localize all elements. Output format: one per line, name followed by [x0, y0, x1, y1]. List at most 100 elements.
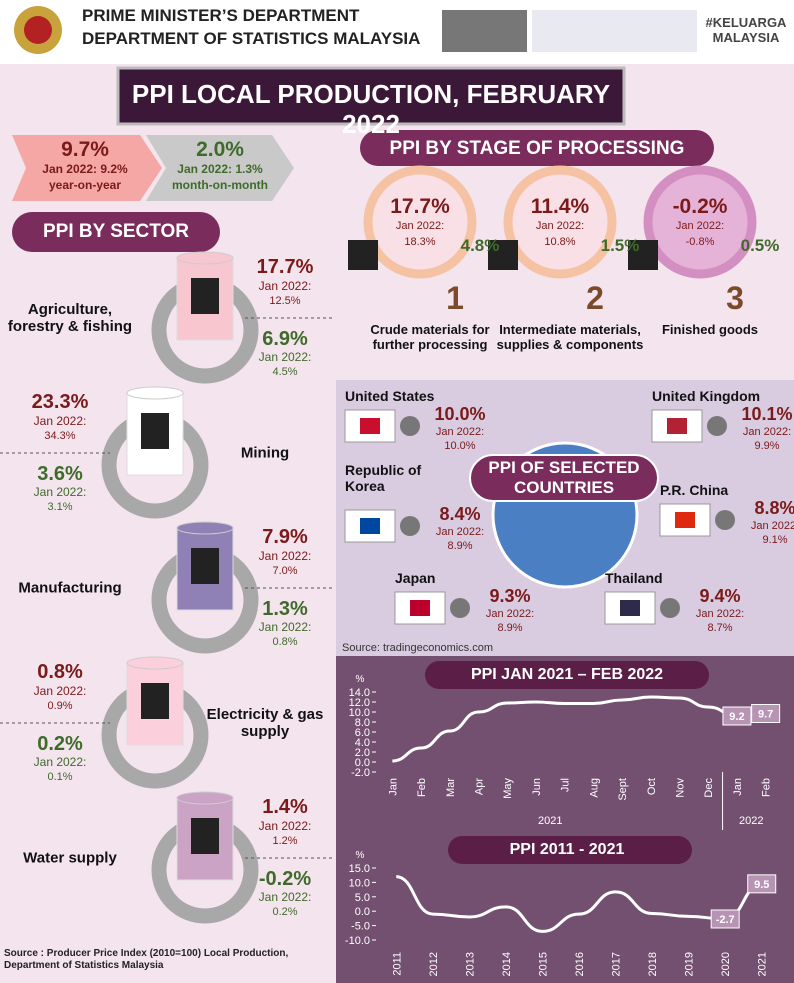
y-tick-label: 12.0 — [349, 697, 370, 709]
y-tick-label: 0.0 — [355, 757, 370, 769]
y-axis-label: % — [355, 850, 365, 861]
stage-icon — [348, 240, 378, 270]
qr-logos — [442, 10, 527, 52]
stage-jan: Jan 2022: — [535, 220, 585, 232]
x-tick-label: 2017 — [611, 952, 623, 976]
stage-name: Intermediate materials, supplies & compo… — [496, 322, 644, 352]
x-tick-label: Jan — [732, 778, 744, 796]
x-tick-label: Aug — [588, 778, 600, 798]
sector-mom: 6.9% — [262, 328, 308, 350]
arrow-button — [660, 598, 680, 618]
sector-mom-prev: 0.2% — [272, 906, 298, 918]
country-prev: 10.0% — [444, 440, 476, 452]
sector-icon — [191, 818, 219, 854]
country-value: 8.4% — [439, 504, 481, 524]
chart-title: PPI 2011 - 2021 — [509, 841, 625, 858]
stage-icon — [628, 240, 658, 270]
sector-yoy-prev: 7.0% — [272, 565, 298, 577]
page-title: PPI LOCAL PRODUCTION, FEBRUARY 2022 — [131, 79, 611, 139]
sector-name: Manufacturing — [18, 579, 122, 597]
arrow-button — [400, 416, 420, 436]
country-jan: Jan 2022: — [435, 426, 485, 438]
sector-yoy-prev: 0.9% — [47, 700, 73, 712]
stage-mom: 0.5% — [740, 236, 780, 255]
country-value: 9.4% — [699, 586, 741, 606]
country-prev: 8.9% — [497, 622, 523, 634]
x-tick-label: 2015 — [537, 952, 549, 976]
sector-title: PPI BY SECTOR — [42, 221, 190, 242]
sector-icon — [141, 683, 169, 719]
sector-yoy-prev: 12.5% — [269, 295, 301, 307]
flag-emblem — [360, 418, 380, 434]
x-tick-label: Nov — [675, 778, 687, 798]
country-title: PPI OF SELECTED COUNTRIES — [488, 458, 640, 497]
country-source: Source: tradingeconomics.com — [342, 642, 494, 654]
stage-jan: Jan 2022: — [395, 220, 445, 232]
y-axis-label: % — [355, 674, 365, 685]
sector-name: Mining — [240, 444, 290, 462]
mom-value: 2.0% — [196, 138, 244, 161]
flag-emblem — [675, 512, 695, 528]
sector-cylinder-top — [176, 791, 234, 805]
mom-label: month-on-month — [172, 178, 268, 192]
x-tick-label: 2013 — [464, 952, 476, 976]
value-label-box — [747, 874, 777, 894]
sector-yoy: 7.9% — [262, 526, 308, 548]
sector-yoy: 17.7% — [256, 256, 314, 278]
country-prev: 8.9% — [447, 540, 473, 552]
sector-mom-prev: 0.1% — [47, 771, 73, 783]
sector-mom-prev: 3.1% — [47, 501, 73, 513]
yoy-value: 9.7% — [61, 138, 109, 161]
sector-cylinder-top — [126, 656, 184, 670]
sector-mom-jan: Jan 2022: — [33, 755, 87, 769]
country-jan: Jan 2022: — [695, 608, 745, 620]
value-label: 9.2 — [729, 711, 744, 723]
value-label: 9.7 — [758, 709, 773, 721]
x-tick-label: 2012 — [428, 952, 440, 976]
stage-icon — [488, 240, 518, 270]
country-prev: 8.7% — [707, 622, 733, 634]
title-bar — [116, 66, 626, 126]
sector-mom-jan: Jan 2022: — [258, 890, 312, 904]
y-tick-label: 15.0 — [349, 863, 370, 875]
arrow-button — [400, 516, 420, 536]
y-tick-label: 10.0 — [349, 707, 370, 719]
sector-name: Water supply — [23, 849, 117, 867]
stage-name: Crude materials for further processing — [370, 322, 490, 352]
sector-icon — [141, 413, 169, 449]
line — [392, 695, 766, 763]
value-label: -2.7 — [716, 914, 735, 926]
chart2-pill — [448, 836, 692, 864]
mom-prev: Jan 2022: 1.3% — [177, 162, 263, 176]
y-tick-label: -2.0 — [351, 767, 370, 779]
stage-yoy: 17.7% — [390, 195, 450, 218]
value-label: 9.5 — [754, 879, 769, 891]
y-tick-label: 2.0 — [355, 747, 370, 759]
x-tick-label: Jun — [531, 778, 543, 796]
country-jan: Jan 2022: — [750, 520, 794, 532]
y-tick-label: 5.0 — [355, 892, 370, 904]
x-tick-label: Mar — [445, 778, 457, 797]
x-tick-label: 2016 — [574, 952, 586, 976]
x-tick-label: 2019 — [684, 952, 696, 976]
stage-ring — [643, 165, 757, 279]
country-prev: 9.9% — [754, 440, 780, 452]
sector-mom: 0.2% — [37, 733, 83, 755]
x-tick-label: Apr — [474, 778, 486, 795]
yoy-prev: Jan 2022: 9.2% — [42, 162, 128, 176]
line — [395, 875, 762, 933]
sector-icon — [191, 278, 219, 314]
emblem-inner — [24, 16, 52, 44]
value-label-box — [710, 909, 740, 929]
footer-source: Source : Producer Price Index (2010=100)… — [4, 948, 289, 971]
chart-title: PPI JAN 2021 – FEB 2022 — [470, 666, 664, 683]
globe-rim — [491, 441, 639, 589]
x-tick-label: Oct — [646, 778, 658, 795]
value-label-box — [722, 706, 752, 726]
sector-name: Agriculture, forestry & fishing — [7, 300, 133, 335]
sector-yoy-jan: Jan 2022: — [33, 414, 87, 428]
country-name: Republic of Korea — [345, 462, 422, 495]
stage-prev: 18.3% — [404, 236, 436, 248]
stage-name: Finished goods — [661, 322, 759, 337]
